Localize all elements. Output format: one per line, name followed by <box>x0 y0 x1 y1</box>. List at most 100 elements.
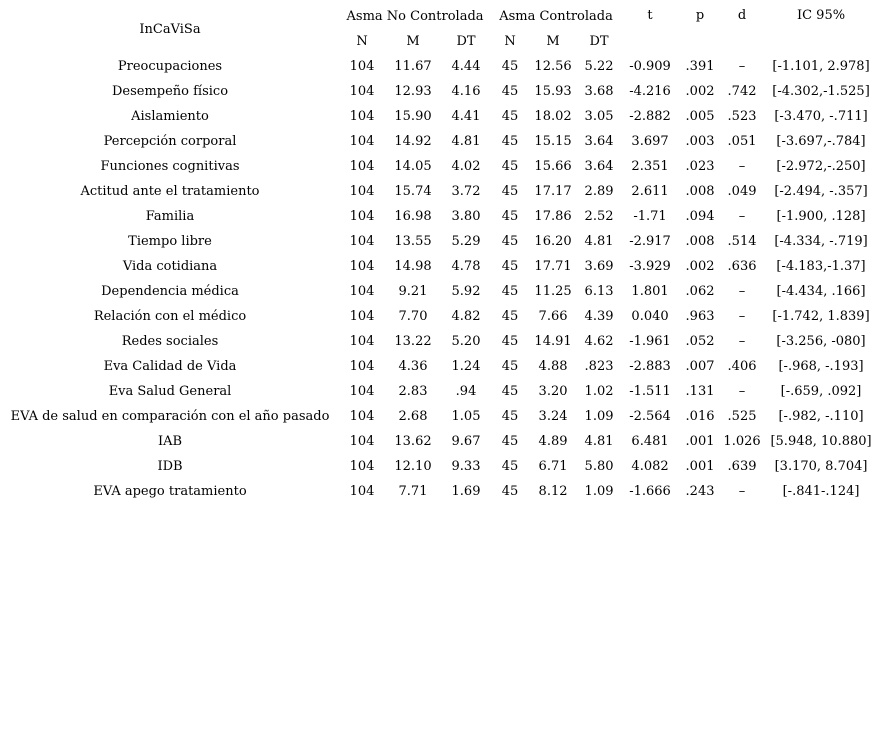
cell-n2: 45 <box>501 334 519 349</box>
cell-t: 2.611 <box>631 184 669 199</box>
cell-m1: 13.62 <box>394 434 432 449</box>
cell-n1: 104 <box>349 109 375 124</box>
t-column-header: t <box>647 8 653 23</box>
group2-dt-header: DT <box>589 34 609 49</box>
cell-dt1: 4.44 <box>451 59 481 74</box>
cell-p: .131 <box>685 384 715 399</box>
cell-n1: 104 <box>349 434 375 449</box>
cell-m2: 8.12 <box>538 484 568 499</box>
cell-dt1: 3.80 <box>451 209 481 224</box>
table-row: Relación con el médico 104 7.70 4.82 45 7.66 4… <box>0 304 880 329</box>
cell-dt1: 5.29 <box>451 234 481 249</box>
cell-t: -1.511 <box>629 384 671 399</box>
cell-label: Actitud ante el tratamiento <box>80 184 260 199</box>
cell-p: .005 <box>685 109 715 124</box>
cell-ic: [-4.183,-1.37] <box>776 259 866 274</box>
cell-ic: [-4.434, .166] <box>776 284 866 299</box>
p-column-header: p <box>695 8 705 23</box>
cell-n1: 104 <box>349 59 375 74</box>
cell-t: -2.883 <box>629 359 671 374</box>
table-row: Funciones cognitivas 104 14.05 4.02 45 15.66 3… <box>0 154 880 179</box>
cell-label: Familia <box>145 209 195 224</box>
cell-m2: 6.71 <box>538 459 568 474</box>
cell-t: -2.917 <box>629 234 671 249</box>
cell-t: -0.909 <box>629 59 671 74</box>
cell-d: – <box>738 309 746 324</box>
cell-m2: 17.86 <box>534 209 572 224</box>
cell-m2: 15.66 <box>534 159 572 174</box>
cell-dt1: 3.72 <box>451 184 481 199</box>
cell-d: – <box>738 59 746 74</box>
cell-m2: 12.56 <box>534 59 572 74</box>
cell-n2: 45 <box>501 459 519 474</box>
table-row: EVA apego tratamiento 104 7.71 1.69 45 8.12 1.… <box>0 479 880 504</box>
header-row-groups: InCaViSa Asma No Controlada Asma Control… <box>0 4 880 37</box>
cell-label: IAB <box>157 434 183 449</box>
cell-ic: [-4.334, -.719] <box>774 234 868 249</box>
cell-t: 6.481 <box>631 434 669 449</box>
cell-p: .023 <box>685 159 715 174</box>
cell-m2: 14.91 <box>534 334 572 349</box>
cell-ic: [3.170, 8.704] <box>774 459 868 474</box>
table-row: Actitud ante el tratamiento 104 15.74 3.72 4… <box>0 179 880 204</box>
cell-n1: 104 <box>349 234 375 249</box>
group1-header: Asma No Controlada <box>346 9 484 24</box>
cell-dt2: 3.64 <box>584 159 614 174</box>
cell-label: Funciones cognitivas <box>100 159 240 174</box>
cell-p: .094 <box>685 209 715 224</box>
cell-m1: 13.55 <box>394 234 432 249</box>
cell-ic: [-1.900, .128] <box>776 209 866 224</box>
cell-p: .008 <box>685 234 715 249</box>
cell-n1: 104 <box>349 134 375 149</box>
cell-label: Vida cotidiana <box>122 259 218 274</box>
cell-n2: 45 <box>501 134 519 149</box>
table-row: IAB 104 13.62 9.67 45 4.89 4.81 6.481 .001 1.026 [… <box>0 429 880 454</box>
cell-d: – <box>738 159 746 174</box>
cell-m2: 15.15 <box>534 134 572 149</box>
table-row: Redes sociales 104 13.22 5.20 45 14.91 4.62 -1.… <box>0 329 880 354</box>
cell-label: Percepción corporal <box>103 134 237 149</box>
cell-d: .406 <box>727 359 757 374</box>
cell-m2: 17.71 <box>534 259 572 274</box>
cell-dt2: 6.13 <box>584 284 614 299</box>
cell-ic: [-3.697,-.784] <box>776 134 866 149</box>
cell-dt1: 9.33 <box>451 459 481 474</box>
cell-dt2: 4.39 <box>584 309 614 324</box>
cell-ic: [-.659, .092] <box>780 384 862 399</box>
cell-d: .514 <box>727 234 757 249</box>
table-row: Tiempo libre 104 13.55 5.29 45 16.20 4.81 -2.91… <box>0 229 880 254</box>
cell-m2: 15.93 <box>534 84 572 99</box>
cell-dt2: 3.05 <box>584 109 614 124</box>
cell-t: 0.040 <box>631 309 669 324</box>
cell-dt1: 4.16 <box>451 84 481 99</box>
cell-n2: 45 <box>501 384 519 399</box>
cell-ic: [-.968, -.193] <box>778 359 864 374</box>
cell-t: 3.697 <box>631 134 669 149</box>
cell-n2: 45 <box>501 59 519 74</box>
cell-dt1: 1.05 <box>451 409 481 424</box>
cell-dt2: 3.69 <box>584 259 614 274</box>
cell-m2: 17.17 <box>534 184 572 199</box>
document-page: InCaViSa Asma No Controlada Asma Control… <box>0 4 880 746</box>
cell-dt2: .823 <box>584 359 614 374</box>
cell-n1: 104 <box>349 259 375 274</box>
cell-ic: [-3.256, -080] <box>776 334 866 349</box>
cell-n1: 104 <box>349 84 375 99</box>
cell-p: .007 <box>685 359 715 374</box>
cell-label: Desempeño físico <box>111 84 229 99</box>
cell-ic: [-1.742, 1.839] <box>772 309 870 324</box>
cell-label: Eva Salud General <box>108 384 232 399</box>
cell-ic: [-.982, -.110] <box>778 409 864 424</box>
cell-p: .391 <box>685 59 715 74</box>
header-row-subcolumns: N M DT N M DT <box>0 29 880 54</box>
cell-ic: [-2.972,-.250] <box>776 159 866 174</box>
cell-dt1: 4.41 <box>451 109 481 124</box>
cell-p: .008 <box>685 184 715 199</box>
cell-dt1: 4.81 <box>451 134 481 149</box>
cell-ic: [-4.302,-1.525] <box>772 84 870 99</box>
cell-m1: 2.83 <box>398 384 428 399</box>
cell-dt2: 3.64 <box>584 134 614 149</box>
cell-dt2: 2.89 <box>584 184 614 199</box>
cell-m1: 2.68 <box>398 409 428 424</box>
cell-t: -1.71 <box>633 209 667 224</box>
